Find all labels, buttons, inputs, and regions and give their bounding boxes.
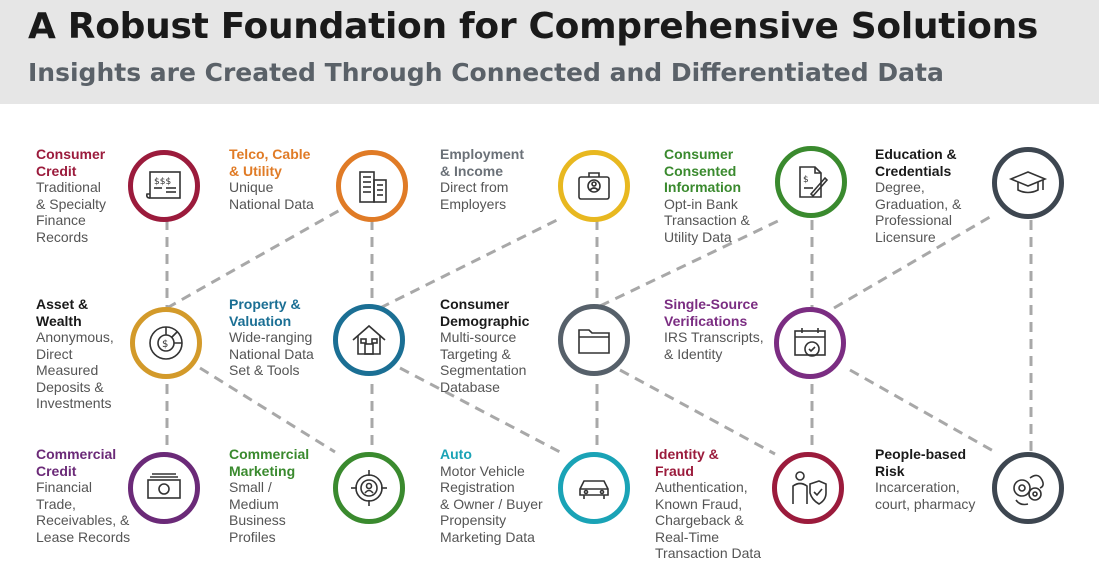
connector-line: [833, 212, 996, 310]
node-label: Telco, Cable & Utility: [229, 146, 311, 179]
node-description: Wide-ranging National Data Set & Tools: [229, 329, 314, 378]
node-label: Consumer Consented Information: [664, 146, 741, 195]
node-label: Identity & Fraud: [655, 446, 719, 479]
node-description: Anonymous, Direct Measured Deposits & In…: [36, 329, 114, 411]
node-label: Consumer Demographic: [440, 296, 530, 329]
node-verifications: Single-Source Verifications IRS Transcri…: [664, 296, 864, 362]
node-label: Asset & Wealth: [36, 296, 89, 329]
connector-line: [849, 368, 996, 454]
node-label: Commercial Credit: [36, 446, 117, 479]
node-description: Incarceration, court, pharmacy: [875, 479, 976, 512]
svg-text:$$$: $$$: [154, 177, 171, 187]
node-description: Traditional & Specialty Finance Records: [36, 179, 107, 245]
node-auto: Auto Motor Vehicle Registration & Owner …: [440, 446, 640, 545]
credit-report-icon: $$$: [128, 150, 200, 222]
node-description: Degree, Graduation, & Professional Licen…: [875, 179, 962, 245]
node-label: Employment & Income: [440, 146, 525, 179]
dollar-pie-icon: $: [130, 307, 202, 379]
document-pen-icon: $: [775, 146, 847, 218]
node-description: Opt-in Bank Transaction & Utility Data: [664, 195, 750, 245]
node-label: Consumer Credit: [36, 146, 106, 179]
header-banner: A Robust Foundation for Comprehensive So…: [0, 0, 1099, 104]
node-commercial-marketing: Commercial Marketing Small / Medium Busi…: [229, 446, 429, 545]
connector-line: [399, 366, 561, 454]
node-demographic: Consumer Demographic Multi-source Target…: [440, 296, 640, 395]
node-label: Education & Credentials: [875, 146, 957, 179]
person-shield-icon: [772, 452, 844, 524]
node-description: Direct from Employers: [440, 179, 509, 212]
node-asset: Asset & Wealth Anonymous, Direct Measure…: [36, 296, 236, 412]
node-description: Authentication, Known Fraud, Chargeback …: [655, 479, 762, 561]
graduation-cap-icon: [992, 147, 1064, 219]
target-person-icon: [333, 452, 405, 524]
node-description: Unique National Data: [229, 179, 314, 212]
node-telco: Telco, Cable & Utility Unique National D…: [229, 146, 429, 212]
node-description: Motor Vehicle Registration & Owner / Buy…: [440, 462, 543, 545]
node-label: People-based Risk: [875, 446, 967, 479]
connector-line: [619, 368, 776, 456]
node-description: Financial Trade, Receivables, & Lease Re…: [36, 479, 131, 545]
node-label: Property & Valuation: [229, 296, 301, 329]
node-description: Multi-source Targeting & Segmentation Da…: [440, 329, 527, 395]
node-property: Property & Valuation Wide-ranging Nation…: [229, 296, 429, 379]
house-icon: [333, 304, 405, 376]
connector-line: [379, 218, 558, 310]
node-identity: Identity & Fraud Authentication, Known F…: [655, 446, 855, 562]
page-subtitle: Insights are Created Through Connected a…: [28, 58, 944, 87]
banknote-icon: [128, 452, 200, 524]
svg-text:$: $: [803, 175, 809, 185]
folder-icon: [558, 304, 630, 376]
node-description: IRS Transcripts, & Identity: [664, 329, 764, 362]
node-label: Single-Source Verifications: [664, 296, 759, 329]
briefcase-icon: [558, 150, 630, 222]
calendar-check-icon: [774, 307, 846, 379]
connector-line: [199, 366, 336, 454]
page-title: A Robust Foundation for Comprehensive So…: [28, 6, 1039, 47]
node-description: Small / Medium Business Profiles: [229, 479, 286, 545]
node-consumer-credit: Consumer Credit Traditional & Specialty …: [36, 146, 236, 245]
node-education: Education & Credentials Degree, Graduati…: [875, 146, 1075, 245]
node-consented: Consumer Consented Information Opt-in Ba…: [664, 146, 864, 245]
car-icon: [558, 452, 630, 524]
node-label: Auto: [440, 446, 472, 462]
node-commercial-credit: Commercial Credit Financial Trade, Recei…: [36, 446, 236, 545]
svg-text:$: $: [162, 339, 168, 350]
node-people-risk: People-based Risk Incarceration, court, …: [875, 446, 1075, 512]
node-label: Commercial Marketing: [229, 446, 310, 479]
building-icon: [336, 150, 408, 222]
people-gears-icon: [992, 452, 1064, 524]
node-employment: Employment & Income Direct from Employer…: [440, 146, 640, 212]
